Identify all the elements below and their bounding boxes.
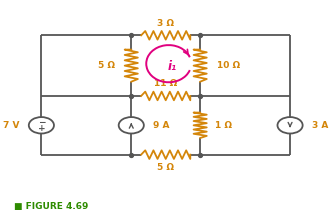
Text: 3 Ω: 3 Ω <box>157 18 174 28</box>
Text: −: − <box>38 118 45 127</box>
Text: 10 Ω: 10 Ω <box>217 61 240 70</box>
Text: 5 Ω: 5 Ω <box>157 163 174 172</box>
Text: i₁: i₁ <box>167 60 176 73</box>
Text: 1 Ω: 1 Ω <box>215 121 232 130</box>
Text: ■ FIGURE 4.69: ■ FIGURE 4.69 <box>15 202 89 211</box>
Text: 5 Ω: 5 Ω <box>98 61 115 70</box>
Text: 9 A: 9 A <box>153 121 169 130</box>
Text: 7 V: 7 V <box>3 121 20 130</box>
Text: +: + <box>38 124 45 133</box>
Text: 3 A: 3 A <box>312 121 328 130</box>
Text: 11 Ω: 11 Ω <box>154 79 177 88</box>
